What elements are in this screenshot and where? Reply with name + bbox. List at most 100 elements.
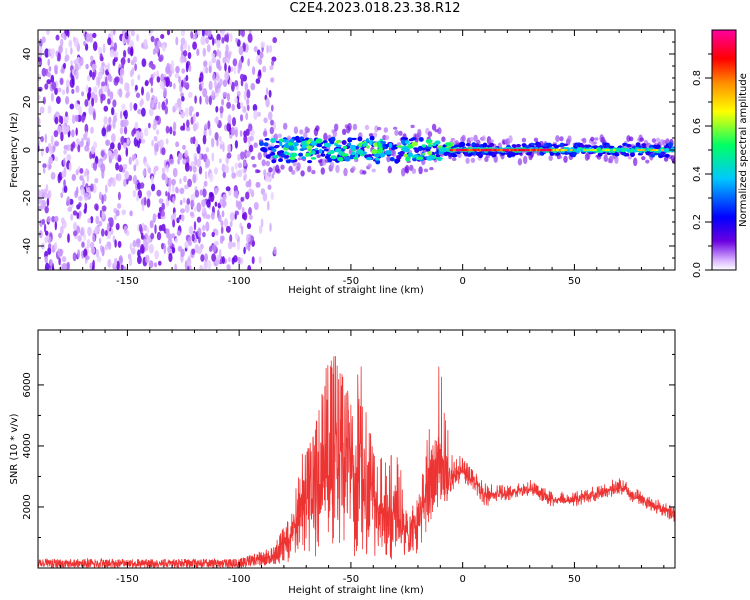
heat-cell (293, 142, 299, 147)
heat-cell (252, 104, 258, 112)
heat-cell (386, 155, 391, 163)
heat-cell (283, 151, 288, 155)
colorbar-tick-label: 0.0 (692, 262, 703, 278)
heat-cell (327, 151, 332, 155)
heat-cell (139, 101, 143, 107)
heat-cell (117, 191, 121, 201)
heat-cell (235, 37, 238, 43)
heat-cell (148, 260, 154, 269)
heat-cell (169, 158, 175, 165)
heat-cell (189, 165, 193, 172)
x-tick-label: 0 (459, 276, 465, 287)
heat-cell (83, 171, 88, 177)
heat-cell (174, 237, 178, 244)
figure-title: C2E4.2023.018.23.38.R12 (289, 1, 461, 16)
heat-cell (226, 264, 231, 270)
heat-cell (84, 145, 89, 152)
heat-cell (60, 225, 64, 235)
heat-cell (231, 166, 235, 173)
heat-cell (215, 106, 219, 113)
heat-cell (376, 126, 382, 131)
heat-cell (214, 229, 219, 236)
heat-cell (47, 58, 50, 67)
heat-cell (75, 169, 79, 176)
heat-cell (138, 224, 143, 232)
heat-cell (482, 142, 488, 148)
heat-cell (326, 143, 331, 148)
heat-cell (118, 164, 123, 173)
heat-cell (66, 261, 70, 270)
heat-cell (592, 141, 598, 145)
heat-cell (65, 47, 68, 57)
heat-cell (115, 223, 120, 231)
heat-cell (607, 149, 611, 151)
heat-cell (422, 152, 426, 156)
heat-cell (379, 141, 387, 144)
heat-cell (47, 246, 52, 255)
heat-cell (151, 175, 154, 185)
heat-cell (41, 67, 47, 77)
heat-cell (441, 136, 446, 142)
heat-cell (56, 56, 60, 62)
heat-cell (248, 30, 252, 35)
heat-cell (86, 238, 91, 249)
heat-cell (153, 135, 158, 142)
heat-cell (141, 86, 144, 96)
heat-cell (310, 150, 316, 154)
snr-frame (37, 329, 676, 569)
heat-cell (88, 105, 94, 116)
heat-cell (91, 97, 95, 107)
heat-cell (508, 135, 513, 144)
heat-cell (45, 146, 49, 154)
heat-cell (65, 54, 70, 62)
heat-cell (186, 257, 192, 267)
heat-cell (67, 30, 70, 38)
heat-cell (181, 79, 184, 88)
heat-cell (99, 191, 102, 201)
heat-cell (42, 96, 46, 105)
heat-cell (237, 256, 241, 265)
heat-cell (214, 187, 218, 196)
heat-cell (126, 138, 130, 146)
heat-cell (136, 238, 141, 244)
heat-cell (351, 151, 356, 156)
heat-cell (234, 232, 239, 240)
heat-cell (161, 223, 166, 232)
heat-cell (161, 43, 166, 52)
heat-cell (112, 99, 117, 108)
heat-cell (320, 167, 325, 175)
heat-cell (271, 60, 275, 66)
heat-cell (383, 127, 388, 133)
heat-cell (489, 139, 494, 143)
heat-cell (73, 230, 78, 237)
heat-cell (59, 77, 64, 86)
heat-cell (417, 128, 422, 138)
heat-cell (192, 41, 198, 50)
heat-cell (260, 41, 266, 48)
heat-cell (248, 188, 254, 194)
heat-cell (612, 149, 616, 151)
heat-cell (152, 72, 156, 78)
heat-cell (119, 257, 122, 263)
heat-cell (165, 138, 169, 145)
heat-cell (125, 147, 129, 157)
heat-cell (99, 53, 103, 62)
heat-cell (247, 33, 253, 43)
heat-cell (245, 112, 249, 121)
heat-cell (221, 235, 225, 241)
heat-cell (603, 154, 608, 162)
heat-cell (128, 257, 133, 267)
heat-cell (265, 87, 269, 95)
heat-cell (341, 140, 347, 145)
heat-cell (95, 215, 100, 225)
heat-cell (71, 129, 75, 138)
heat-cell (190, 193, 196, 202)
heat-cell (133, 164, 137, 172)
heat-cell (209, 172, 214, 183)
heat-cell (143, 39, 148, 48)
heat-cell (108, 116, 112, 124)
heat-cell (633, 157, 638, 167)
heat-cell (249, 214, 253, 220)
heat-cell (227, 256, 231, 263)
heat-cell (555, 135, 560, 143)
